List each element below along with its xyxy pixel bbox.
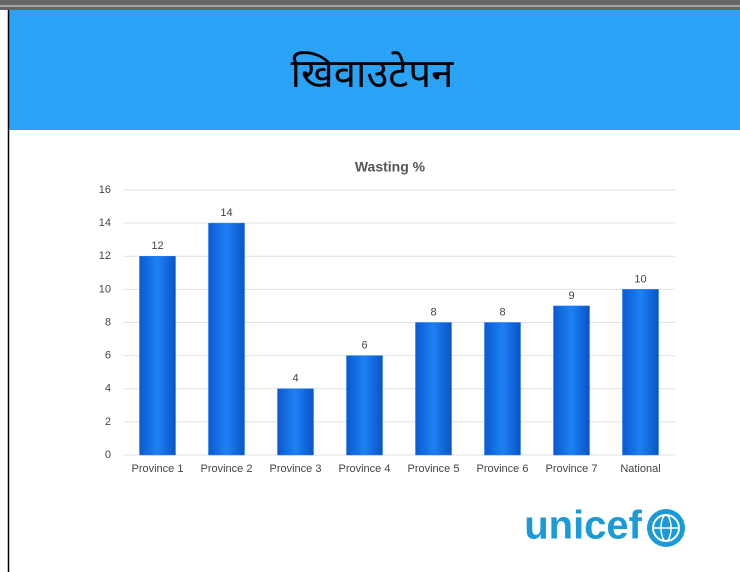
x-tick-label: Province 3	[270, 463, 322, 475]
y-tick-label: 6	[105, 350, 111, 362]
y-tick-label: 10	[99, 283, 111, 295]
chart-title: Wasting %	[355, 159, 426, 175]
y-tick-label: 4	[105, 383, 111, 395]
y-tick-label: 2	[105, 416, 111, 428]
data-label: 8	[499, 306, 505, 318]
y-tick-label: 12	[99, 250, 111, 262]
data-label: 9	[568, 290, 574, 302]
x-tick-label: Province 4	[339, 463, 391, 475]
y-tick-label: 8	[105, 316, 111, 328]
bar	[139, 256, 176, 456]
bar	[277, 388, 314, 456]
y-tick-label: 16	[99, 184, 111, 196]
x-tick-label: Province 7	[546, 463, 598, 475]
x-tick-label: Province 2	[201, 463, 253, 475]
data-label: 6	[361, 340, 367, 352]
x-tick-label: Province 1	[132, 463, 184, 475]
logo-text: unicef	[524, 504, 642, 548]
top-strip	[0, 0, 740, 10]
bar	[553, 305, 590, 456]
chart: Wasting % 0 2 4 6 8 10 12 14 16 Province 1 12 Provi…	[99, 159, 675, 475]
bar	[415, 322, 452, 456]
bar	[484, 322, 521, 456]
data-label: 12	[151, 240, 163, 252]
header-band	[8, 10, 740, 130]
bar	[208, 222, 245, 456]
y-tick-label: 14	[99, 217, 111, 229]
x-tick-label: Province 6	[477, 463, 529, 475]
data-label: 4	[292, 373, 298, 385]
y-tick-label: 0	[105, 449, 111, 461]
bar	[346, 355, 383, 456]
x-tick-label: Province 5	[408, 463, 460, 475]
data-label: 10	[634, 273, 646, 285]
x-tick-label: National	[620, 463, 660, 475]
unicef-logo: unicef	[524, 504, 685, 548]
bar	[622, 289, 659, 456]
data-label: 14	[220, 207, 232, 219]
data-label: 8	[430, 306, 436, 318]
slide-title: खिवाउटेपन	[291, 51, 454, 97]
